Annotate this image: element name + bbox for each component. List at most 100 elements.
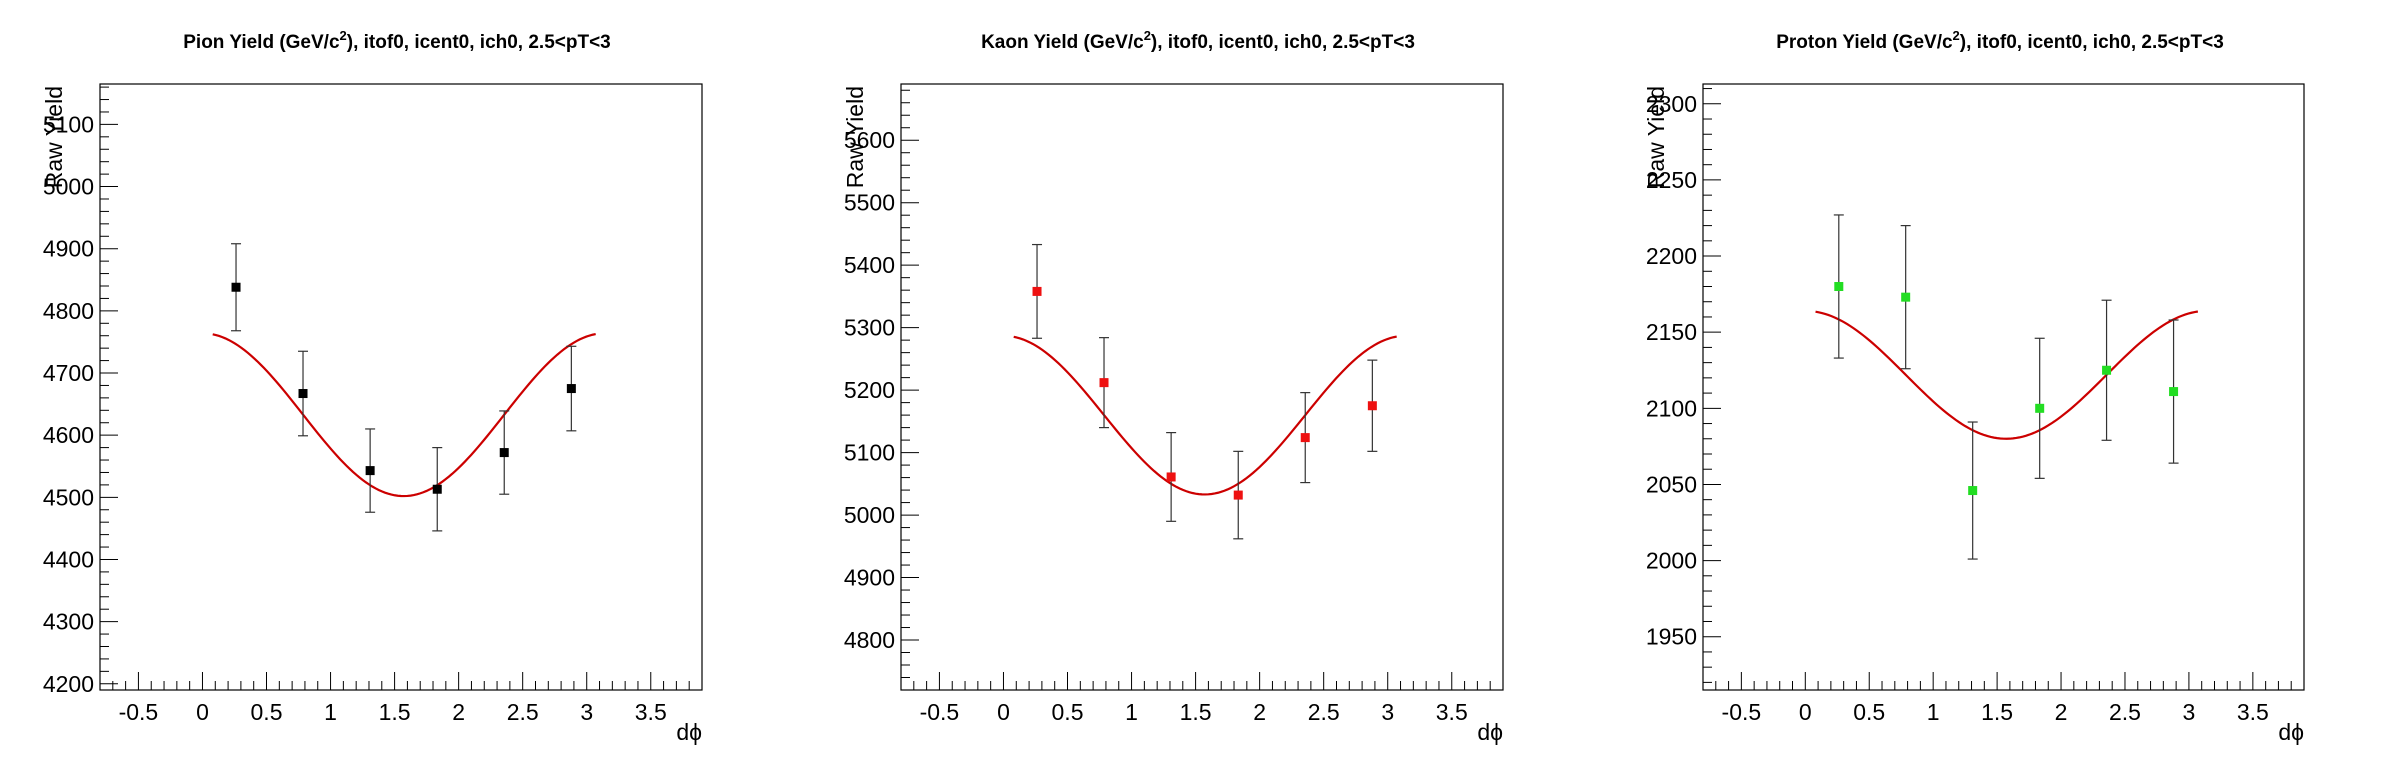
proton-x-tick-label: 0.5 — [1853, 699, 1885, 725]
pion-x-tick-label: -0.5 — [119, 699, 159, 725]
kaon-data-point — [1233, 490, 1243, 500]
kaon-plot-frame — [900, 83, 1504, 691]
pion-y-tick-label: 5000 — [43, 174, 94, 200]
kaon-y-tick-label: 4800 — [844, 627, 895, 653]
kaon-x-tick-label: 1 — [1125, 699, 1138, 725]
proton-x-tick-label: 3 — [2183, 699, 2196, 725]
kaon-y-axis-label: Raw Yield — [842, 86, 868, 188]
pion-y-tick-label: 5100 — [43, 111, 94, 137]
pion-x-tick-label: 3.5 — [635, 699, 667, 725]
kaon-x-tick-label: -0.5 — [920, 699, 960, 725]
proton-chart-title: Proton Yield (GeV/c2), itof0, icent0, ic… — [1776, 28, 2224, 53]
proton-y-tick-label: 2300 — [1646, 91, 1697, 117]
pion-x-tick-label: 1 — [324, 699, 337, 725]
proton-x-tick-label: -0.5 — [1722, 699, 1762, 725]
kaon-x-tick-label: 3 — [1381, 699, 1394, 725]
proton-x-tick-label: 3.5 — [2237, 699, 2269, 725]
proton-y-tick-label: 1950 — [1646, 624, 1697, 650]
kaon-y-tick-label: 5100 — [844, 440, 895, 466]
pion-fit-curve — [212, 332, 596, 498]
proton-y-tick-label: 2000 — [1646, 548, 1697, 574]
pion-x-tick-label: 2 — [452, 699, 465, 725]
kaon-data-point — [1166, 472, 1176, 482]
proton-y-tick-label: 2250 — [1646, 167, 1697, 193]
proton-data-point — [1968, 486, 1978, 496]
kaon-fit-curve — [1013, 335, 1397, 496]
pion-title-rest: ), itof0, icent0, ich0, 2.5<pT<3 — [347, 32, 611, 53]
kaon-x-tick-label: 2 — [1253, 699, 1266, 725]
proton-x-tick-label: 0 — [1799, 699, 1812, 725]
kaon-x-tick-label: 0.5 — [1052, 699, 1084, 725]
proton-data-point — [1834, 282, 1844, 292]
proton-plot-frame — [1702, 83, 2305, 691]
proton-y-axis-label: Raw Yield — [1643, 86, 1669, 188]
pion-y-axis-label: Raw Yield — [41, 86, 67, 188]
kaon-x-axis-label: dϕ — [1477, 719, 1503, 745]
kaon-y-tick-label: 5600 — [844, 127, 895, 153]
pion-data-point — [432, 484, 442, 494]
proton-title-rest: ), itof0, icent0, ich0, 2.5<pT<3 — [1960, 32, 2224, 53]
kaon-data-point — [1032, 286, 1042, 296]
proton-fit-curve — [1815, 310, 2199, 440]
kaon-title-main: Kaon Yield (GeV/c — [981, 32, 1144, 53]
pion-title-sup: 2 — [340, 28, 347, 43]
kaon-yield-panel: Kaon Yield (GeV/c2), itof0, icent0, ich0… — [842, 28, 1504, 745]
kaon-x-tick-label: 2.5 — [1308, 699, 1340, 725]
proton-x-tick-label: 2 — [2055, 699, 2068, 725]
kaon-title-sup: 2 — [1144, 28, 1151, 43]
pion-plot-area: -0.5 0 0.5 1 1.5 2 2.5 3 3.5 4200 4300 4400 4500 4600… — [43, 83, 703, 725]
proton-x-tick-label: 1.5 — [1981, 699, 2013, 725]
pion-x-axis-label: dϕ — [676, 719, 702, 745]
kaon-y-tick-label: 4900 — [844, 565, 895, 591]
proton-data-point — [2102, 365, 2112, 375]
kaon-y-tick-label: 5300 — [844, 315, 895, 341]
kaon-chart-title: Kaon Yield (GeV/c2), itof0, icent0, ich0… — [981, 28, 1415, 53]
kaon-y-tick-label: 5200 — [844, 377, 895, 403]
pion-y-tick-label: 4400 — [43, 546, 94, 572]
proton-x-axis-label: dϕ — [2278, 719, 2304, 745]
pion-yield-panel: Pion Yield (GeV/c2), itof0, icent0, ich0… — [41, 28, 703, 745]
pion-y-tick-label: 4200 — [43, 671, 94, 697]
kaon-y-tick-label: 5400 — [844, 252, 895, 278]
pion-x-tick-label: 2.5 — [507, 699, 539, 725]
pion-y-tick-label: 4500 — [43, 484, 94, 510]
pion-chart-title: Pion Yield (GeV/c2), itof0, icent0, ich0… — [183, 28, 611, 53]
pion-data-point — [231, 282, 241, 292]
proton-y-tick-label: 2200 — [1646, 243, 1697, 269]
pion-y-tick-label: 4900 — [43, 236, 94, 262]
pion-data-point — [298, 389, 308, 399]
kaon-x-tick-label: 3.5 — [1436, 699, 1468, 725]
pion-data-point — [499, 448, 509, 458]
pion-x-tick-label: 0.5 — [251, 699, 283, 725]
pion-y-tick-label: 4700 — [43, 360, 94, 386]
pion-x-tick-label: 0 — [196, 699, 209, 725]
proton-y-tick-label: 2050 — [1646, 471, 1697, 497]
proton-y-tick-label: 2100 — [1646, 395, 1697, 421]
kaon-y-tick-label: 5500 — [844, 190, 895, 216]
pion-title-main: Pion Yield (GeV/c — [183, 32, 340, 53]
kaon-x-tick-label: 1.5 — [1180, 699, 1212, 725]
proton-plot-area: -0.5 0 0.5 1 1.5 2 2.5 3 3.5 1950 2000 2050 2100 2150… — [1646, 83, 2305, 725]
proton-x-tick-label: 1 — [1927, 699, 1940, 725]
pion-data-point — [566, 384, 576, 394]
pion-x-tick-label: 3 — [580, 699, 593, 725]
kaon-data-point — [1099, 378, 1109, 388]
kaon-x-tick-label: 0 — [997, 699, 1010, 725]
proton-data-point — [1901, 292, 1911, 302]
proton-yield-panel: Proton Yield (GeV/c2), itof0, icent0, ic… — [1643, 28, 2305, 745]
pion-plot-frame — [99, 83, 703, 691]
pion-data-point — [365, 466, 375, 476]
pion-x-tick-label: 1.5 — [379, 699, 411, 725]
kaon-title-rest: ), itof0, icent0, ich0, 2.5<pT<3 — [1151, 32, 1415, 53]
kaon-y-tick-label: 5000 — [844, 502, 895, 528]
proton-title-sup: 2 — [1953, 28, 1960, 43]
kaon-plot-area: -0.5 0 0.5 1 1.5 2 2.5 3 3.5 4800 4900 5000 5100 5200… — [844, 83, 1504, 725]
pion-y-tick-label: 4600 — [43, 422, 94, 448]
kaon-data-point — [1300, 433, 1310, 443]
proton-title-main: Proton Yield (GeV/c — [1776, 32, 1953, 53]
pion-y-tick-label: 4300 — [43, 609, 94, 635]
proton-x-tick-label: 2.5 — [2109, 699, 2141, 725]
proton-y-tick-label: 2150 — [1646, 319, 1697, 345]
